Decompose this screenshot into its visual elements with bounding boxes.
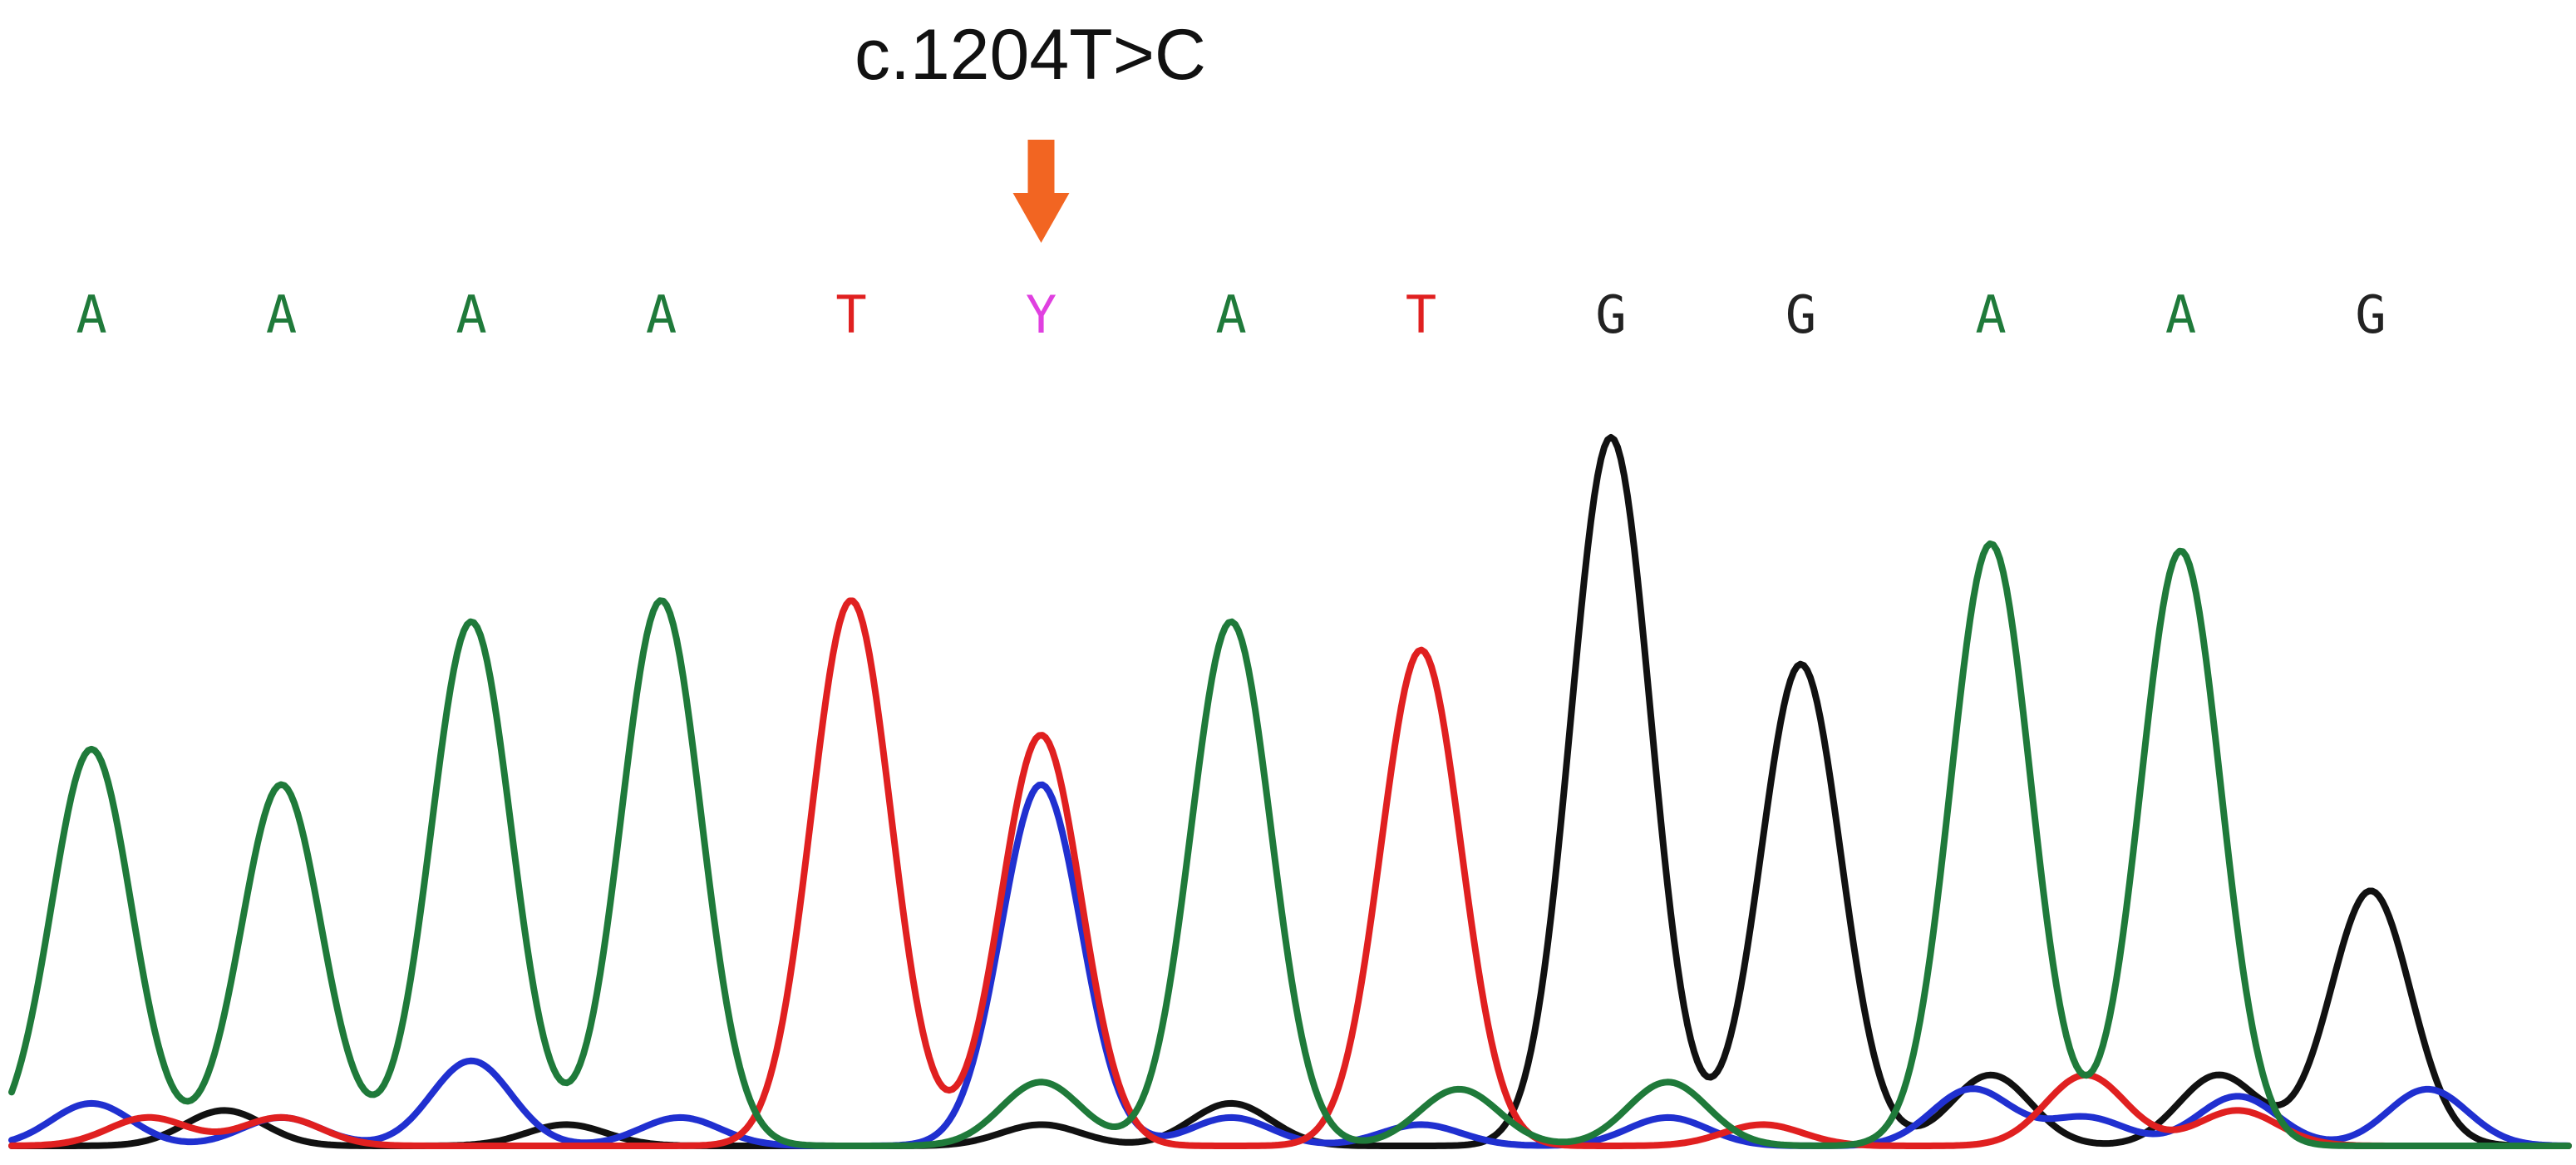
mutation-label: c.1204T>C (855, 15, 1206, 95)
trace-layer (8, 434, 2572, 1149)
base-call-9: G (1595, 284, 1626, 345)
base-call-4: A (646, 284, 677, 345)
base-call-3: A (456, 284, 486, 345)
base-call-2: A (266, 284, 297, 345)
mutation-arrow-layer (1012, 140, 1070, 243)
base-call-7: A (1215, 284, 1246, 345)
trace-G (8, 434, 2572, 1149)
base-call-8: T (1406, 284, 1436, 345)
base-call-12: A (2165, 284, 2196, 345)
base-call-10: G (1785, 284, 1816, 345)
base-call-1: A (76, 284, 106, 345)
base-call-5: T (835, 284, 866, 345)
trace-C (8, 781, 2572, 1149)
base-call-13: G (2355, 284, 2386, 345)
base-call-11: A (1975, 284, 2006, 345)
trace-T (8, 597, 2572, 1149)
base-call-6: Y (1026, 284, 1057, 345)
trace-A (8, 540, 2572, 1149)
mutation-arrow-icon (1012, 140, 1070, 243)
